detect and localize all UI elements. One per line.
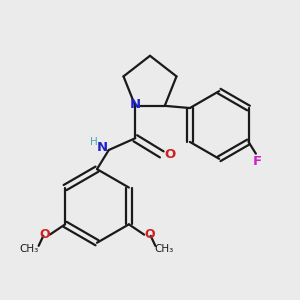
Text: N: N (130, 98, 141, 111)
Text: F: F (253, 154, 262, 167)
Text: O: O (164, 148, 175, 161)
Text: O: O (39, 228, 50, 241)
Text: CH₃: CH₃ (20, 244, 39, 254)
Text: N: N (97, 141, 108, 154)
Text: CH₃: CH₃ (154, 244, 173, 254)
Text: H: H (90, 137, 98, 147)
Text: O: O (144, 228, 155, 241)
